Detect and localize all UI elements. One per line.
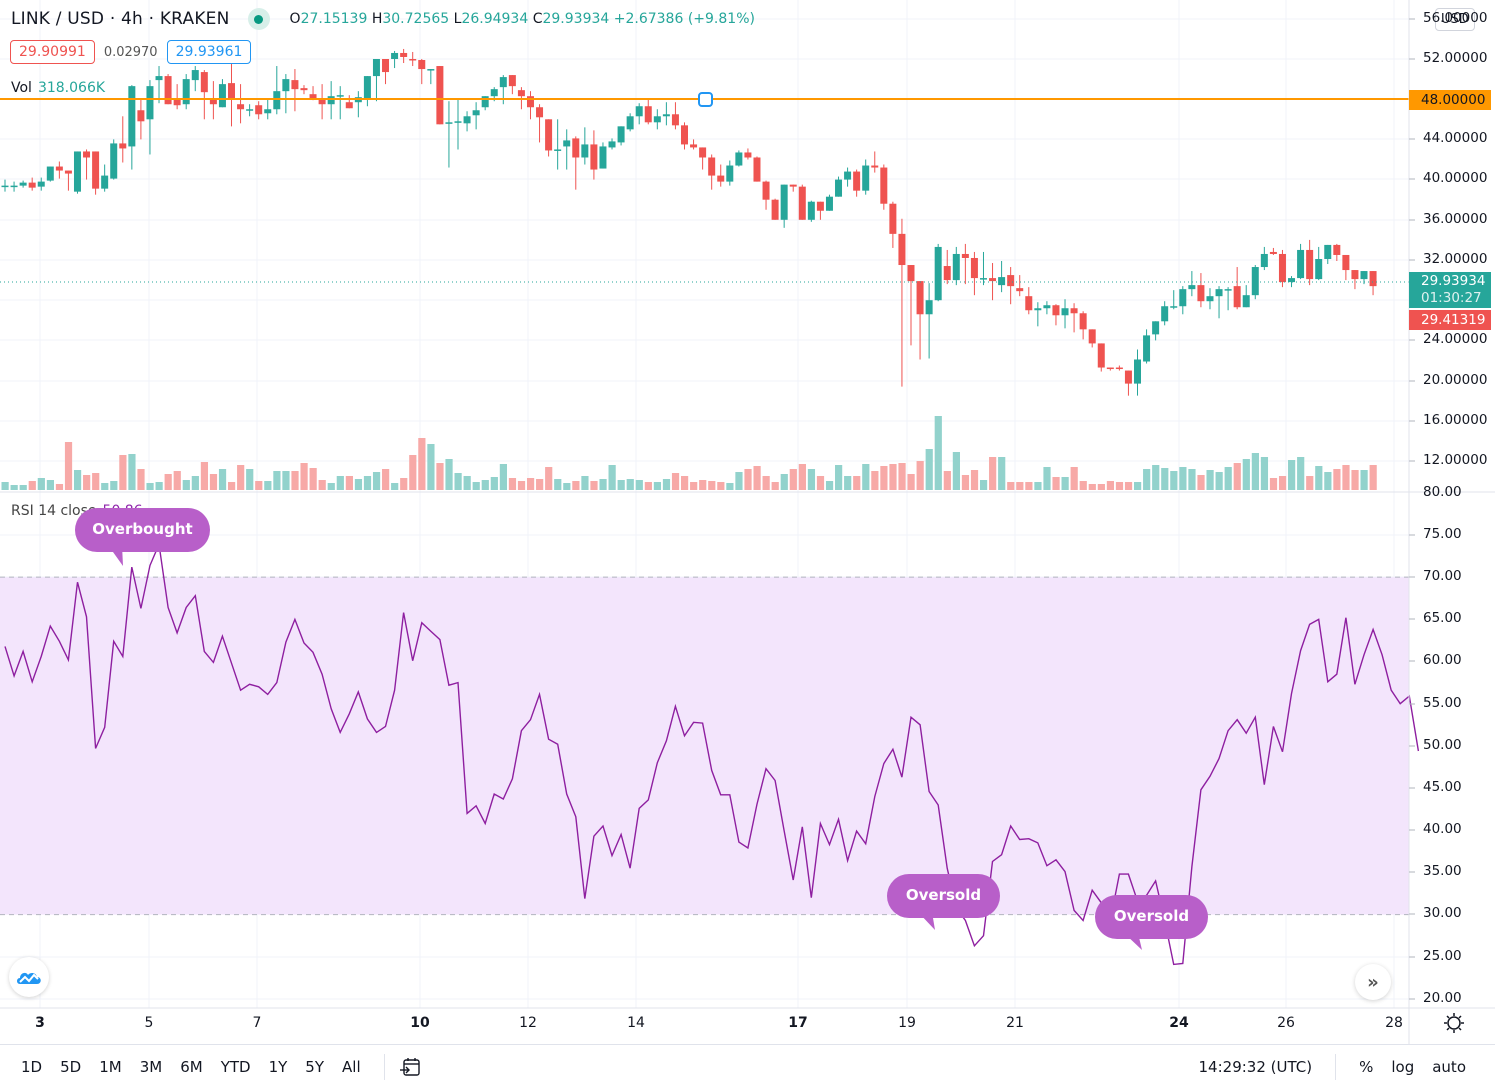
range-6m[interactable]: 6M (180, 1057, 203, 1076)
volume-bars (1, 416, 1377, 490)
ohlc-values: O27.15139 H30.72565 L26.94934 C29.93934 … (290, 11, 755, 27)
overbought-annotation[interactable]: Overbought (75, 508, 210, 552)
bottom-right-controls: 14:29:32 (UTC) % log auto (1190, 1045, 1475, 1088)
oversold-annotation-1[interactable]: Oversold (887, 874, 1000, 918)
rsi-tick-label: 80.00 (1423, 484, 1462, 500)
time-tick-label: 17 (788, 1015, 808, 1031)
range-3m[interactable]: 3M (139, 1057, 163, 1076)
time-tick-label: 28 (1385, 1015, 1403, 1031)
price-tick-label: 52.00000 (1423, 50, 1488, 66)
settings-gear-icon[interactable] (1443, 1012, 1465, 1034)
candlestick-series (1, 48, 1377, 396)
go-to-date-icon[interactable] (399, 1056, 421, 1078)
scroll-to-realtime-button[interactable]: » (1355, 964, 1391, 1000)
price-tick-label: 16.00000 (1423, 412, 1488, 428)
bottom-toolbar: 1D 5D 1M 3M 6M YTD 1Y 5Y All 14:29:32 (U… (0, 1044, 1495, 1088)
auto-scale-toggle[interactable]: auto (1432, 1057, 1466, 1076)
price-tick-label: 32.00000 (1423, 251, 1488, 267)
symbol-legend: LINK / USD · 4h · KRAKEN O27.15139 H30.7… (11, 8, 755, 30)
low-value: 26.94934 (461, 11, 529, 27)
last-price-value: 29.93934 (1421, 273, 1486, 289)
range-1d[interactable]: 1D (21, 1057, 43, 1076)
rsi-tick-label: 60.00 (1423, 652, 1462, 668)
horizontal-line-handle[interactable] (698, 92, 713, 107)
range-all[interactable]: All (342, 1057, 361, 1076)
range-1m[interactable]: 1M (99, 1057, 122, 1076)
rsi-tick-label: 40.00 (1423, 821, 1462, 837)
oversold-annotation-2[interactable]: Oversold (1095, 895, 1208, 939)
time-tick-label: 5 (144, 1015, 154, 1031)
double-chevron-right-icon: » (1367, 971, 1379, 993)
rsi-tick-label: 30.00 (1423, 905, 1462, 921)
rsi-label: RSI 14 close (11, 503, 97, 519)
hline-price-tag: 48.00000 (1409, 90, 1491, 110)
range-ytd[interactable]: YTD (220, 1057, 251, 1076)
price-tick-label: 12.00000 (1423, 452, 1488, 468)
prev-close-tag: 29.41319 (1409, 310, 1491, 330)
time-tick-label: 14 (627, 1015, 645, 1031)
rsi-tick-label: 35.00 (1423, 863, 1462, 879)
range-5d[interactable]: 5D (60, 1057, 82, 1076)
time-tick-label: 26 (1277, 1015, 1295, 1031)
rsi-tick-label: 55.00 (1423, 695, 1462, 711)
range-5y[interactable]: 5Y (305, 1057, 325, 1076)
open-label: O (289, 11, 301, 27)
toolbar-divider (1335, 1053, 1337, 1080)
price-tick-label: 24.00000 (1423, 331, 1488, 347)
last-price-tag: 29.93934 01:30:27 (1409, 272, 1491, 308)
currency-button[interactable]: USD (1435, 8, 1475, 31)
rsi-tick-label: 50.00 (1423, 737, 1462, 753)
rsi-line (4, 541, 1420, 966)
symbol-title[interactable]: LINK / USD · 4h · KRAKEN (11, 9, 230, 29)
market-status-icon (247, 8, 270, 30)
tradingview-logo-button[interactable] (9, 957, 49, 997)
rsi-tick-label: 75.00 (1423, 526, 1462, 542)
log-scale-toggle[interactable]: log (1391, 1057, 1415, 1076)
low-label: L (453, 11, 462, 27)
rsi-tick-label: 25.00 (1423, 948, 1462, 964)
close-label: C (532, 11, 543, 27)
volume-legend[interactable]: Vol 318.066K (11, 80, 105, 96)
time-tick-label: 24 (1169, 1015, 1189, 1031)
percent-scale-toggle[interactable]: % (1359, 1057, 1374, 1076)
spread-value: 0.02970 (103, 44, 158, 60)
rsi-tick-label: 45.00 (1423, 779, 1462, 795)
high-value: 30.72565 (382, 11, 450, 27)
time-tick-label: 19 (898, 1015, 916, 1031)
time-tick-label: 3 (35, 1015, 45, 1031)
clock[interactable]: 14:29:32 (UTC) (1198, 1057, 1313, 1076)
rsi-tick-label: 65.00 (1423, 610, 1462, 626)
price-tick-label: 40.00000 (1423, 170, 1488, 186)
buy-button[interactable]: 29.93961 (166, 40, 252, 64)
rsi-band-background (0, 577, 1409, 915)
price-tick-label: 36.00000 (1423, 211, 1488, 227)
volume-label: Vol (11, 80, 32, 96)
open-value: 27.15139 (300, 11, 368, 27)
range-1y[interactable]: 1Y (268, 1057, 288, 1076)
bar-countdown: 01:30:27 (1421, 290, 1482, 306)
time-tick-label: 10 (410, 1015, 430, 1031)
price-tick-label: 56.00000 (1423, 10, 1488, 26)
trade-buttons: 29.90991 0.02970 29.93961 (10, 40, 252, 64)
rsi-tick-label: 20.00 (1423, 990, 1462, 1006)
sell-button[interactable]: 29.90991 (10, 40, 95, 64)
rsi-tick-label: 70.00 (1423, 568, 1462, 584)
toolbar-divider (383, 1053, 385, 1080)
price-tick-label: 44.00000 (1423, 130, 1488, 146)
time-tick-label: 21 (1006, 1015, 1024, 1031)
close-value: 29.93934 (542, 11, 610, 27)
volume-value: 318.066K (37, 80, 106, 96)
price-tick-label: 20.00000 (1423, 372, 1488, 388)
cloud-chart-icon (17, 972, 41, 984)
time-tick-label: 7 (252, 1015, 262, 1031)
high-label: H (371, 11, 383, 27)
time-tick-label: 12 (519, 1015, 537, 1031)
axis-tick-marks (1409, 18, 1415, 1000)
change-value: +2.67386 (+9.81%) (613, 11, 755, 27)
